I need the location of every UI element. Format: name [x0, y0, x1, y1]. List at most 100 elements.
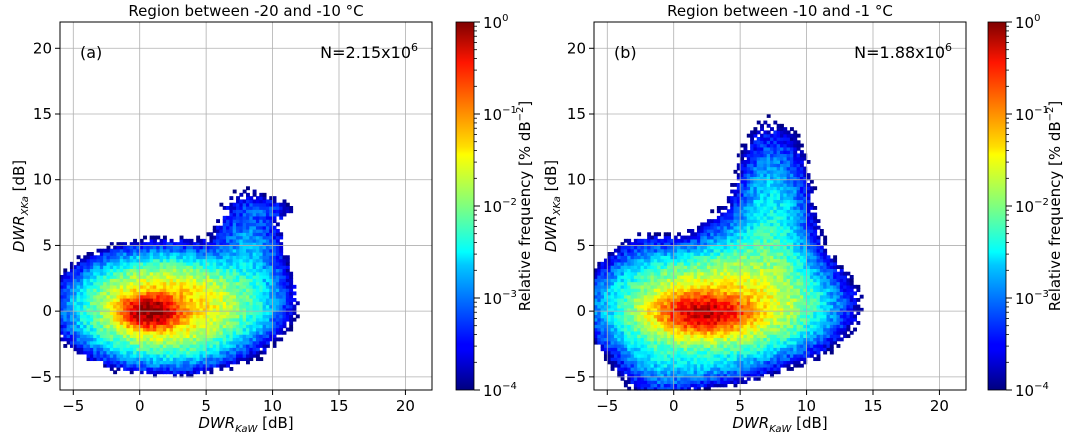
- heatmap-cell: [670, 344, 675, 348]
- heatmap-cell: [594, 330, 598, 335]
- heatmap-cell: [647, 278, 652, 283]
- heatmap-cell: [259, 225, 264, 230]
- heatmap-cell: [139, 321, 144, 325]
- heatmap-cell: [637, 357, 642, 362]
- heatmap-cell: [663, 360, 668, 365]
- heatmap-cell: [620, 291, 625, 296]
- heatmap-cell: [690, 252, 695, 256]
- heatmap-cell: [269, 324, 274, 329]
- heatmap-cell: [627, 248, 632, 253]
- heatmap-cell: [690, 376, 695, 381]
- heatmap-cell: [696, 291, 701, 296]
- heatmap-cell: [232, 344, 237, 348]
- heatmap-cell: [169, 370, 174, 375]
- heatmap-cell: [239, 298, 244, 302]
- heatmap-cell: [146, 317, 151, 322]
- heatmap-cell: [269, 321, 274, 325]
- heatmap-cell: [119, 261, 124, 266]
- heatmap-cell: [610, 334, 615, 339]
- heatmap-cell: [93, 317, 98, 322]
- heatmap-cell: [643, 281, 648, 286]
- heatmap-cell: [103, 252, 108, 256]
- heatmap-cell: [255, 311, 260, 316]
- heatmap-cell: [239, 340, 244, 345]
- heatmap-cell: [212, 294, 217, 299]
- heatmap-cell: [743, 330, 748, 335]
- heatmap-cell: [272, 258, 277, 263]
- heatmap-cell: [736, 376, 741, 381]
- heatmap-cell: [159, 327, 164, 332]
- heatmap-cell: [179, 330, 184, 335]
- heatmap-cell: [706, 317, 711, 322]
- heatmap-cell: [216, 235, 221, 240]
- heatmap-cell: [259, 232, 264, 237]
- heatmap-cell: [657, 383, 662, 388]
- heatmap-cell: [743, 294, 748, 299]
- heatmap-cell: [680, 376, 685, 381]
- heatmap-cell: [630, 350, 635, 355]
- heatmap-cell: [166, 353, 171, 358]
- heatmap-cell: [182, 304, 187, 309]
- heatmap-cell: [736, 163, 741, 168]
- heatmap-cell: [740, 271, 745, 276]
- heatmap-cell: [607, 350, 612, 355]
- heatmap-cell: [740, 255, 745, 260]
- heatmap-cell: [740, 307, 745, 312]
- heatmap-cell: [700, 314, 705, 319]
- heatmap-cell: [206, 314, 211, 319]
- heatmap-cell: [246, 317, 250, 322]
- heatmap-cell: [146, 291, 151, 296]
- heatmap-cell: [116, 307, 121, 312]
- heatmap-cell: [262, 291, 267, 296]
- heatmap-cell: [199, 327, 204, 332]
- heatmap-cell: [139, 275, 144, 279]
- heatmap-cell: [232, 242, 237, 247]
- heatmap-cell: [693, 242, 698, 247]
- heatmap-cell: [242, 284, 247, 289]
- heatmap-cell: [262, 206, 267, 210]
- heatmap-cell: [667, 344, 671, 348]
- heatmap-cell: [255, 229, 260, 233]
- heatmap-cell: [126, 330, 131, 335]
- heatmap-cell: [246, 255, 250, 260]
- heatmap-cell: [740, 206, 745, 210]
- heatmap-cell: [706, 268, 711, 273]
- heatmap-cell: [96, 268, 101, 273]
- heatmap-cell: [146, 298, 151, 302]
- heatmap-cell: [713, 314, 718, 319]
- heatmap-cell: [736, 344, 741, 348]
- heatmap-cell: [143, 242, 147, 247]
- heatmap-cell: [603, 357, 608, 362]
- heatmap-cell: [186, 350, 191, 355]
- heatmap-cell: [680, 301, 685, 306]
- heatmap-cell: [202, 298, 207, 302]
- heatmap-cell: [172, 324, 177, 329]
- heatmap-cell: [156, 261, 161, 266]
- heatmap-cell: [640, 386, 645, 391]
- heatmap-cell: [713, 317, 718, 322]
- heatmap-cell: [143, 255, 147, 260]
- heatmap-cell: [262, 288, 267, 293]
- heatmap-cell: [123, 301, 128, 306]
- heatmap-cell: [259, 291, 264, 296]
- heatmap-cell: [720, 353, 725, 358]
- heatmap-cell: [295, 314, 300, 319]
- heatmap-cell: [736, 245, 741, 250]
- heatmap-cell: [103, 265, 108, 270]
- heatmap-cell: [670, 327, 675, 332]
- heatmap-cell: [620, 281, 625, 286]
- heatmap-cell: [643, 255, 648, 260]
- heatmap-cell: [272, 278, 277, 283]
- heatmap-cell: [179, 353, 184, 358]
- heatmap-cell: [613, 281, 618, 286]
- heatmap-cell: [690, 248, 695, 253]
- heatmap-cell: [603, 298, 608, 302]
- heatmap-cell: [166, 255, 171, 260]
- heatmap-cell: [706, 330, 711, 335]
- heatmap-cell: [713, 304, 718, 309]
- heatmap-cell: [116, 245, 121, 250]
- heatmap-cell: [199, 238, 204, 243]
- heatmap-cell: [660, 261, 665, 266]
- heatmap-cell: [693, 252, 698, 256]
- heatmap-cell: [667, 288, 671, 293]
